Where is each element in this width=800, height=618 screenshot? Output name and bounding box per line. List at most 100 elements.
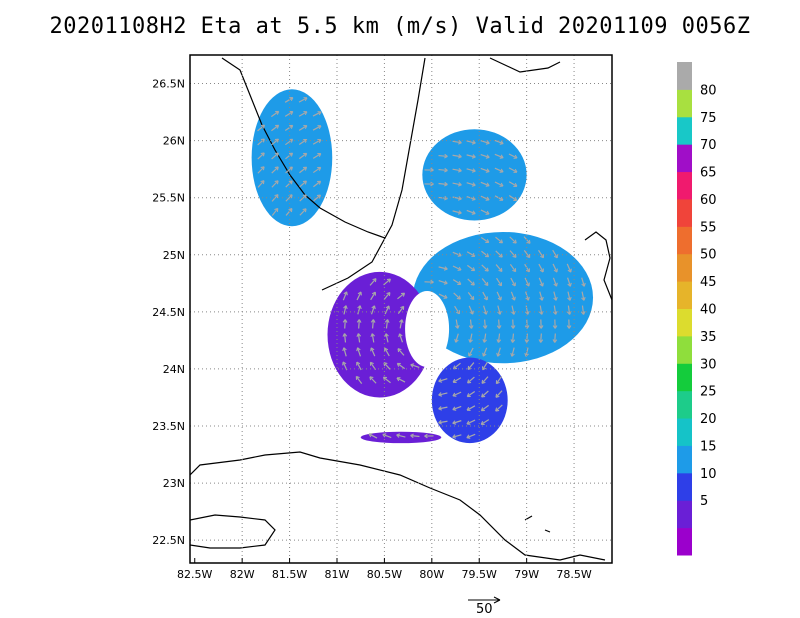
wind-vector bbox=[509, 263, 517, 273]
colorbar-label: 55 bbox=[700, 220, 717, 235]
colorbar-swatch bbox=[677, 335, 692, 364]
chart-title: 20201108H2 Eta at 5.5 km (m/s) Valid 202… bbox=[49, 14, 751, 39]
wind-vector bbox=[466, 419, 476, 425]
wind-vector bbox=[342, 347, 347, 357]
colorbar-label: 5 bbox=[700, 494, 708, 509]
wind-vector bbox=[356, 361, 362, 371]
y-tick-label: 25.5N bbox=[152, 192, 185, 205]
wind-vector bbox=[482, 319, 488, 329]
wind-vector bbox=[483, 305, 488, 315]
wind-vector bbox=[438, 153, 448, 159]
colorbar-swatch bbox=[677, 500, 692, 529]
wind-vector bbox=[567, 291, 572, 301]
wind-vector bbox=[312, 125, 322, 131]
wind-vector bbox=[509, 236, 517, 244]
wind-vector bbox=[481, 250, 490, 258]
wind-vector bbox=[452, 210, 462, 215]
wind-vector bbox=[508, 167, 518, 173]
colorbar-swatch bbox=[677, 144, 692, 173]
wind-vector bbox=[343, 305, 348, 315]
wind-vector bbox=[452, 265, 462, 271]
wind-vector bbox=[398, 333, 404, 343]
wind-vector bbox=[384, 305, 390, 315]
wind-vector bbox=[299, 180, 307, 188]
wind-vector bbox=[480, 195, 490, 201]
wind-vector bbox=[452, 279, 462, 285]
colorbar-swatch bbox=[677, 390, 692, 419]
wind-vector bbox=[495, 236, 504, 244]
wind-region-4 bbox=[431, 357, 508, 444]
wind-vector bbox=[356, 319, 362, 329]
wind-vector bbox=[285, 208, 293, 216]
coastline-segment-3 bbox=[190, 514, 276, 549]
wind-vector bbox=[399, 319, 404, 329]
wind-vector bbox=[510, 277, 516, 287]
y-tick-label: 24N bbox=[163, 363, 185, 376]
wind-vector bbox=[466, 405, 476, 411]
wind-vector bbox=[452, 434, 462, 439]
wind-vector bbox=[481, 278, 489, 287]
wind-vector bbox=[468, 319, 474, 329]
colorbar-label: 40 bbox=[700, 303, 717, 318]
wind-vector bbox=[438, 378, 448, 383]
wind-vector bbox=[552, 263, 558, 273]
wind-vector bbox=[466, 390, 476, 398]
wind-vector bbox=[567, 277, 572, 287]
colorbar-label: 50 bbox=[700, 248, 717, 263]
wind-vector bbox=[538, 263, 544, 273]
wind-vector bbox=[581, 277, 586, 287]
wind-vector bbox=[496, 277, 503, 287]
wind-vector bbox=[285, 180, 293, 188]
wind-vector bbox=[510, 333, 516, 343]
wind-vector bbox=[454, 305, 460, 315]
wind-vector bbox=[383, 292, 391, 300]
wind-vector bbox=[271, 124, 280, 132]
colorbar-swatch bbox=[677, 527, 692, 556]
wind-vector bbox=[496, 319, 502, 329]
wind-vector bbox=[257, 152, 265, 160]
reference-vector-label: 50 bbox=[476, 602, 493, 617]
wind-vector bbox=[410, 363, 420, 368]
wind-vector bbox=[312, 166, 322, 174]
wind-vector bbox=[438, 392, 448, 397]
wind-vector bbox=[466, 168, 476, 173]
wind-vector bbox=[510, 291, 516, 301]
colorbar-swatch bbox=[677, 308, 692, 337]
wind-vector bbox=[452, 405, 462, 411]
wind-vector bbox=[466, 264, 476, 272]
wind-vector bbox=[356, 291, 362, 301]
wind-vector bbox=[496, 333, 502, 343]
wind-vector bbox=[466, 433, 476, 439]
wind-vector bbox=[553, 291, 558, 301]
wind-vector bbox=[452, 139, 462, 145]
colorbar-label: 25 bbox=[700, 385, 717, 400]
wind-vector bbox=[468, 305, 474, 315]
wind-vector bbox=[313, 180, 322, 188]
y-tick-label: 25N bbox=[163, 249, 185, 262]
wind-vector bbox=[508, 153, 518, 159]
wind-vector bbox=[397, 348, 405, 356]
wind-vector bbox=[313, 194, 321, 202]
wind-vector bbox=[312, 111, 322, 117]
wind-vector bbox=[494, 139, 504, 145]
colorbar-label: 65 bbox=[700, 166, 717, 181]
colorbar-label: 80 bbox=[700, 83, 717, 98]
y-tick-label: 23.5N bbox=[152, 420, 185, 433]
wind-vector bbox=[298, 152, 308, 160]
wind-vector bbox=[384, 333, 389, 343]
wind-vector bbox=[284, 97, 294, 103]
coastline-segment-4 bbox=[489, 57, 561, 73]
wind-vector bbox=[298, 125, 308, 131]
wind-vector bbox=[368, 433, 378, 439]
colorbar-label: 35 bbox=[700, 330, 717, 345]
colorbar-swatch bbox=[677, 89, 692, 118]
wind-vector bbox=[495, 390, 503, 398]
wind-vector bbox=[482, 333, 488, 343]
wind-vector bbox=[452, 377, 462, 383]
wind-vector bbox=[410, 433, 420, 439]
wind-vector bbox=[509, 250, 517, 258]
wind-vector bbox=[396, 377, 406, 383]
wind-vector bbox=[342, 319, 348, 329]
wind-vector bbox=[466, 209, 476, 215]
wind-vector bbox=[480, 404, 489, 412]
